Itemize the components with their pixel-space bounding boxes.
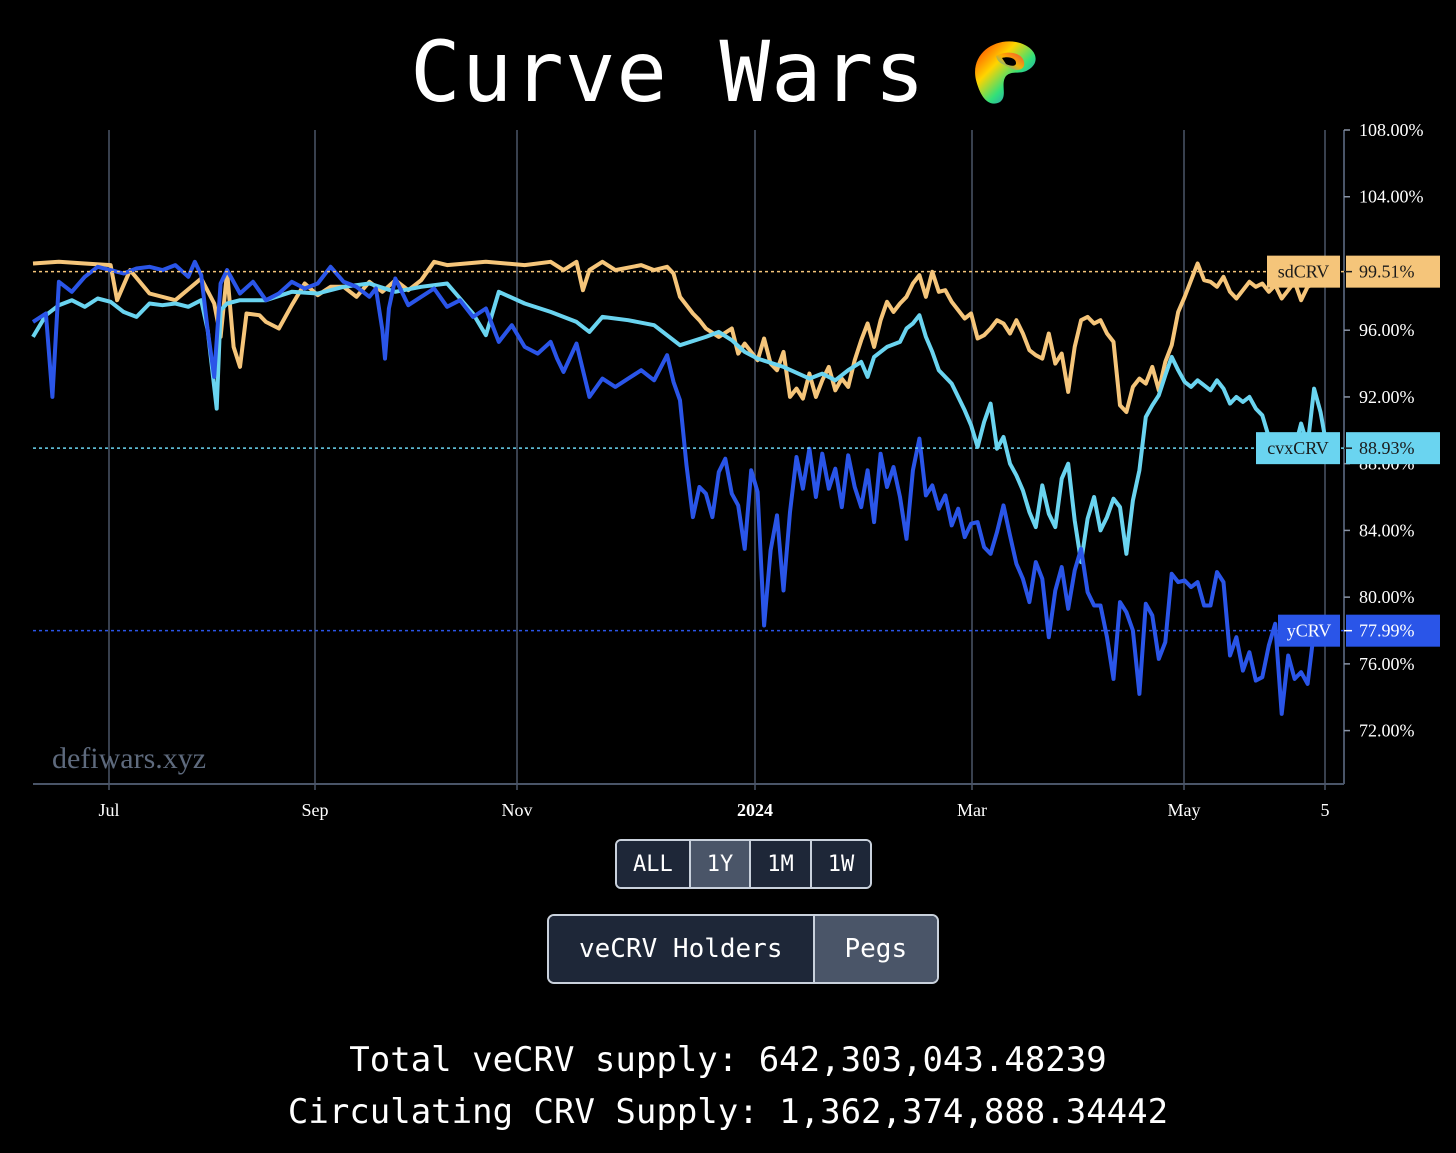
last-value-label: 88.93%	[1359, 438, 1415, 458]
last-value-tag	[1346, 614, 1440, 647]
view-selector: veCRV Holders Pegs	[547, 914, 940, 984]
y-tick-label: 108.00%	[1359, 120, 1424, 140]
last-value-tag	[1346, 432, 1440, 465]
series-name-tag	[1278, 614, 1340, 647]
range-1y-button[interactable]: 1Y	[690, 841, 752, 887]
series-line-ycrv	[31, 259, 1328, 716]
y-tick-label: 80.00%	[1359, 587, 1415, 607]
series-line-sdcrv	[32, 259, 1328, 414]
x-tick-label: Nov	[502, 800, 533, 820]
x-tick-label: Jul	[98, 800, 119, 820]
curve-logo-icon	[974, 41, 1036, 104]
last-value-label: 99.51%	[1359, 262, 1415, 282]
series-name-label: yCRV	[1287, 621, 1332, 641]
last-value-label: 77.99%	[1359, 621, 1415, 641]
range-1w-button[interactable]: 1W	[811, 841, 871, 887]
x-tick-label: May	[1168, 800, 1201, 820]
y-tick-label: 92.00%	[1359, 387, 1415, 407]
total-vecrv-supply: Total veCRV supply: 642,303,043.48239	[349, 1040, 1107, 1080]
last-value-tag	[1346, 255, 1440, 288]
y-tick-label: 84.00%	[1359, 520, 1415, 540]
series-name-label: sdCRV	[1278, 262, 1330, 282]
page-title: Curve Wars	[410, 23, 926, 121]
peg-chart[interactable]: Jul Sep Nov 2024 Mar May 5 72.00% 76.00% 80.00% 84…	[0, 0, 1456, 840]
range-all-button[interactable]: ALL	[617, 841, 691, 887]
x-tick-label: 5	[1321, 800, 1330, 820]
range-1m-button[interactable]: 1M	[751, 841, 812, 887]
x-tick-label: Mar	[957, 800, 987, 820]
series-name-tag	[1256, 432, 1340, 465]
x-tick-label: Sep	[302, 800, 329, 820]
pegs-button[interactable]: Pegs	[814, 916, 938, 982]
title-row: Curve Wars	[0, 22, 1456, 122]
series-line-cvxcrv	[31, 281, 1329, 565]
y-tick-label: 72.00%	[1359, 721, 1415, 741]
circulating-crv-supply: Circulating CRV Supply: 1,362,374,888.34…	[287, 1092, 1169, 1132]
y-tick-label: 96.00%	[1359, 320, 1415, 340]
vecrv-holders-button[interactable]: veCRV Holders	[549, 916, 815, 982]
y-tick-label: 76.00%	[1359, 654, 1415, 674]
x-tick-label: 2024	[737, 800, 773, 820]
series-name-label: cvxCRV	[1267, 438, 1329, 458]
range-selector: ALL 1Y 1M 1W	[615, 839, 873, 889]
y-tick-label: 104.00%	[1359, 187, 1424, 207]
series-name-tag	[1267, 255, 1340, 288]
watermark: defiwars.xyz	[52, 742, 206, 775]
